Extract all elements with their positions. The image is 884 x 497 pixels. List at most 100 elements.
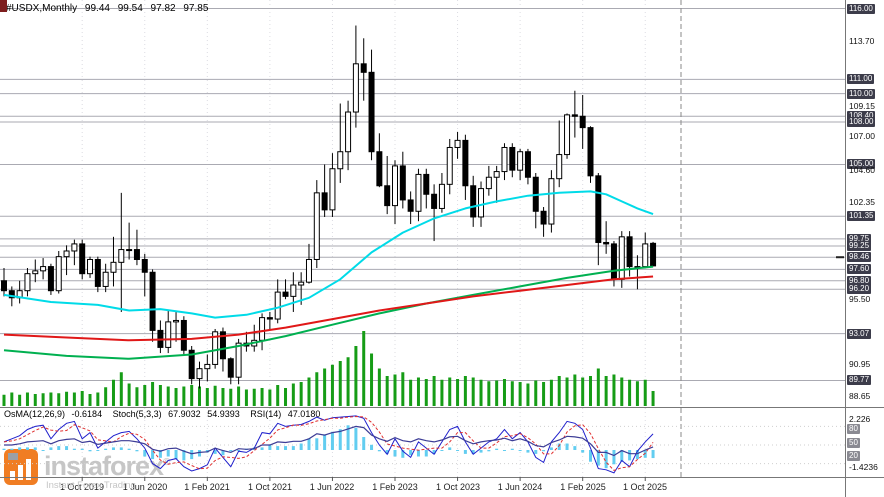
volume-bar bbox=[338, 361, 342, 406]
osma-bar bbox=[330, 431, 334, 450]
osma-bar bbox=[119, 447, 123, 450]
osma-bar bbox=[10, 448, 14, 450]
candle-body bbox=[470, 185, 477, 218]
rsi-value: 47.0180 bbox=[287, 409, 321, 419]
osma-bar bbox=[534, 450, 538, 454]
candle-body bbox=[126, 249, 133, 252]
osma-bar bbox=[565, 443, 569, 450]
instaforex-logo-icon bbox=[4, 449, 38, 485]
osma-bar bbox=[354, 427, 358, 450]
volume-bar bbox=[487, 381, 491, 406]
osma-bar bbox=[651, 450, 655, 459]
candle-body bbox=[618, 236, 625, 280]
osma-bar bbox=[135, 450, 139, 452]
volume-bar bbox=[299, 382, 303, 406]
candle-body bbox=[266, 317, 273, 320]
candle-body bbox=[415, 173, 422, 212]
candle-body bbox=[141, 258, 148, 273]
osma-name: OsMA(12,26,9) bbox=[4, 409, 66, 419]
candle-body bbox=[399, 165, 406, 201]
candle-body bbox=[40, 266, 47, 272]
osma-bar bbox=[510, 448, 514, 450]
osma-bar bbox=[338, 429, 342, 450]
volume-bar bbox=[323, 368, 327, 406]
open-value: 99.44 bbox=[84, 3, 110, 14]
volume-bar bbox=[307, 377, 311, 406]
volume-bar bbox=[401, 372, 405, 406]
candle-body bbox=[94, 258, 101, 287]
volume-bar bbox=[565, 377, 569, 406]
ma-red-line bbox=[3, 275, 654, 342]
candle-body bbox=[454, 139, 461, 148]
volume-bar bbox=[432, 376, 436, 406]
osma-bar bbox=[424, 450, 428, 457]
candle-body bbox=[368, 71, 375, 153]
candle-body bbox=[485, 176, 492, 190]
candle-body bbox=[626, 236, 633, 268]
volume-bar bbox=[393, 374, 397, 406]
candle-body bbox=[149, 271, 156, 331]
volume-bar bbox=[346, 357, 350, 406]
osma-bar bbox=[596, 450, 600, 466]
volume-bar bbox=[18, 394, 22, 406]
osma-bar bbox=[557, 443, 561, 450]
time-axis-label: 1 Oct 2021 bbox=[247, 482, 293, 492]
volume-bar bbox=[2, 394, 6, 406]
osma-bar bbox=[158, 450, 162, 458]
volume-bar bbox=[119, 372, 123, 406]
candle-body bbox=[165, 321, 172, 348]
candle-body bbox=[587, 127, 594, 177]
volume-bar bbox=[377, 368, 381, 406]
candle-body bbox=[603, 241, 610, 245]
osma-bar bbox=[276, 446, 280, 450]
osma-bar bbox=[229, 450, 233, 452]
volume-bar bbox=[573, 374, 577, 406]
osma-bar bbox=[41, 450, 45, 451]
osma-bar bbox=[260, 447, 264, 450]
candle-body bbox=[352, 63, 359, 113]
candle-body bbox=[102, 271, 109, 287]
time-axis-label: 1 Feb 2023 bbox=[372, 482, 418, 492]
candle-body bbox=[556, 154, 563, 180]
volume-bar bbox=[252, 388, 256, 406]
volume-bar bbox=[502, 379, 506, 406]
ma-cyan-line bbox=[3, 190, 654, 319]
osma-bar bbox=[549, 447, 553, 450]
osma-bar bbox=[409, 450, 413, 456]
volume-bar bbox=[182, 386, 186, 406]
volume-bar bbox=[628, 379, 632, 406]
candle-body bbox=[235, 342, 242, 378]
candle-body bbox=[384, 185, 391, 207]
osma-bar bbox=[88, 450, 92, 452]
volume-bar bbox=[111, 379, 115, 406]
volume-bar bbox=[362, 331, 366, 406]
time-axis-label: 1 Jun 2022 bbox=[309, 482, 355, 492]
logo-bar-2 bbox=[18, 465, 23, 480]
candle-body bbox=[431, 193, 438, 209]
time-axis-label: 1 Jun 2024 bbox=[497, 482, 543, 492]
volume-bar bbox=[237, 386, 241, 406]
time-axis-label: 1 Oct 2019 bbox=[59, 482, 105, 492]
volume-bar bbox=[542, 382, 546, 406]
candle-body bbox=[650, 242, 657, 267]
candle-body bbox=[571, 114, 578, 117]
volume-bar bbox=[604, 376, 608, 406]
osma-bar bbox=[190, 450, 194, 460]
osma-bar bbox=[471, 450, 475, 454]
volume-bar bbox=[596, 368, 600, 406]
osma-bar bbox=[526, 450, 530, 453]
volume-bar bbox=[174, 388, 178, 406]
osma-bar bbox=[604, 450, 608, 469]
osma-bar bbox=[182, 450, 186, 461]
stoch-main-value: 67.9032 bbox=[168, 409, 201, 419]
osma-bar bbox=[362, 437, 366, 450]
volume-bar bbox=[409, 379, 413, 406]
high-value: 99.54 bbox=[117, 3, 143, 14]
volume-bar bbox=[635, 381, 639, 406]
osma-bar bbox=[518, 450, 522, 451]
osma-bar bbox=[502, 450, 506, 451]
time-axis-label: 1 Oct 2023 bbox=[435, 482, 481, 492]
volume-bar bbox=[205, 388, 209, 406]
